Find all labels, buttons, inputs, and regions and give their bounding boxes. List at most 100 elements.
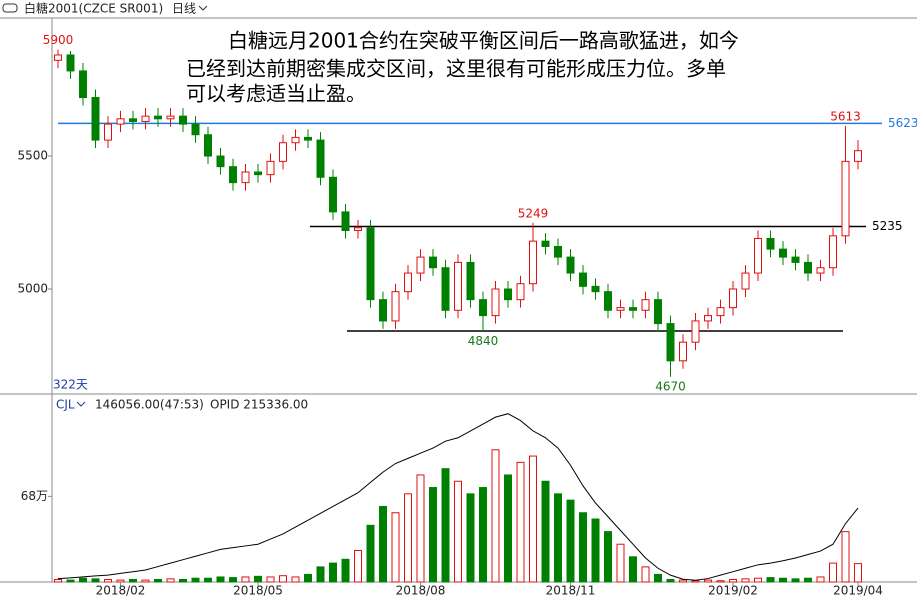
candle-body	[354, 227, 362, 231]
volume-bar	[591, 518, 600, 583]
annotation: 白糖远月2001合约在突破平衡区间后一路高歌猛进，如今	[228, 29, 739, 53]
volume-bar	[391, 512, 400, 583]
volume-bar	[804, 577, 812, 583]
volume-bar	[329, 562, 337, 583]
candle-body	[454, 261, 462, 311]
volume-bar	[579, 512, 587, 583]
days-label: 322天	[53, 378, 88, 392]
candle-body	[654, 299, 662, 325]
volume-bar	[116, 579, 125, 583]
volume-bar	[691, 580, 700, 583]
volume-bar	[791, 578, 800, 583]
volume-bar	[279, 575, 287, 583]
volume-bar	[166, 578, 175, 583]
x-tick-label: 2018/05	[233, 584, 283, 598]
volume-bar	[754, 577, 762, 583]
price-label: 5613	[830, 109, 861, 123]
volume-bar	[241, 576, 250, 583]
candle-body	[729, 288, 737, 309]
candle-body	[579, 272, 587, 287]
candle-body	[66, 54, 75, 72]
volume-bar	[366, 524, 375, 583]
candle-body	[191, 123, 200, 136]
candle-body	[466, 261, 475, 301]
candle-body	[254, 171, 262, 176]
candle-body	[154, 115, 162, 120]
volume-bar	[416, 474, 425, 583]
candle-body	[441, 267, 450, 311]
volume-bar	[854, 563, 862, 583]
h-line-label: 5623	[888, 116, 917, 130]
price-label: 4840	[468, 334, 499, 348]
candle-body	[854, 150, 862, 162]
candle-body	[54, 54, 62, 61]
candle-body	[279, 142, 287, 162]
candle-body	[429, 256, 437, 269]
volume-bar	[741, 578, 750, 583]
candle-body	[529, 240, 537, 285]
volume-bar	[441, 468, 450, 583]
volume-bar	[516, 461, 525, 583]
candle-body	[391, 291, 400, 322]
volume-bar	[154, 578, 162, 583]
candle-body	[116, 118, 125, 125]
volume-bar	[829, 562, 837, 583]
volume-bar	[354, 550, 362, 583]
volume-bar	[491, 449, 500, 583]
volume-bar	[341, 558, 350, 583]
candle-body	[216, 155, 225, 168]
opid-line	[57, 413, 859, 581]
period-chevron[interactable]	[198, 5, 208, 11]
candle-body	[341, 211, 350, 232]
volume-bar	[216, 576, 225, 583]
volume-bar	[291, 576, 300, 583]
h-line-label: 5235	[872, 219, 903, 233]
volume-bar	[766, 577, 775, 583]
price-label: 5249	[518, 206, 549, 220]
candle-body	[291, 136, 300, 144]
volume-bar	[454, 480, 462, 583]
candle-body	[591, 285, 600, 293]
chart-title: 白糖2001(CZCE SR001)	[24, 1, 163, 16]
candle-body	[504, 288, 512, 301]
volume-bar	[841, 531, 850, 583]
candle-body	[704, 315, 712, 322]
candle-body	[366, 227, 375, 301]
volume-bar	[704, 579, 712, 583]
y-tick-label: 5500	[17, 149, 48, 163]
candle-body	[804, 261, 812, 274]
x-tick-label: 2018/02	[96, 584, 146, 598]
annotation: 可以考虑适当止盈。	[186, 82, 366, 106]
y-tick-label: 5000	[17, 282, 48, 296]
volume-bar	[316, 566, 325, 583]
candle-body	[679, 341, 687, 362]
volume-bar	[204, 577, 212, 583]
volume-title[interactable]: CJL	[56, 398, 75, 412]
volume-chevron[interactable]	[76, 401, 86, 407]
volume-bar	[79, 577, 87, 583]
candle-body	[604, 291, 612, 311]
candle-body	[779, 248, 787, 258]
candle-body	[566, 256, 575, 274]
volume-bar	[554, 493, 562, 583]
x-tick-label: 2018/08	[396, 584, 446, 598]
annotation: 已经到达前期密集成交区间，这里很有可能形成压力位。多单	[186, 57, 726, 81]
period[interactable]: 日线	[172, 2, 196, 16]
volume-bar	[179, 578, 187, 583]
candle-body	[241, 171, 250, 184]
volume-bar	[779, 577, 787, 583]
link-icon	[2, 3, 18, 13]
price-label: 5900	[43, 33, 74, 47]
candle-body	[691, 320, 700, 343]
candle-body	[791, 256, 800, 263]
candle-body	[329, 176, 337, 213]
x-tick-label: 2018/11	[546, 584, 596, 598]
candle-body	[416, 256, 425, 274]
candle-body	[541, 240, 550, 247]
volume-bar	[654, 573, 662, 583]
volume-readout: 146056.00(47:53)	[95, 398, 204, 412]
candle-body	[491, 288, 500, 317]
candle-body	[479, 299, 487, 317]
volume-bar	[629, 556, 637, 583]
